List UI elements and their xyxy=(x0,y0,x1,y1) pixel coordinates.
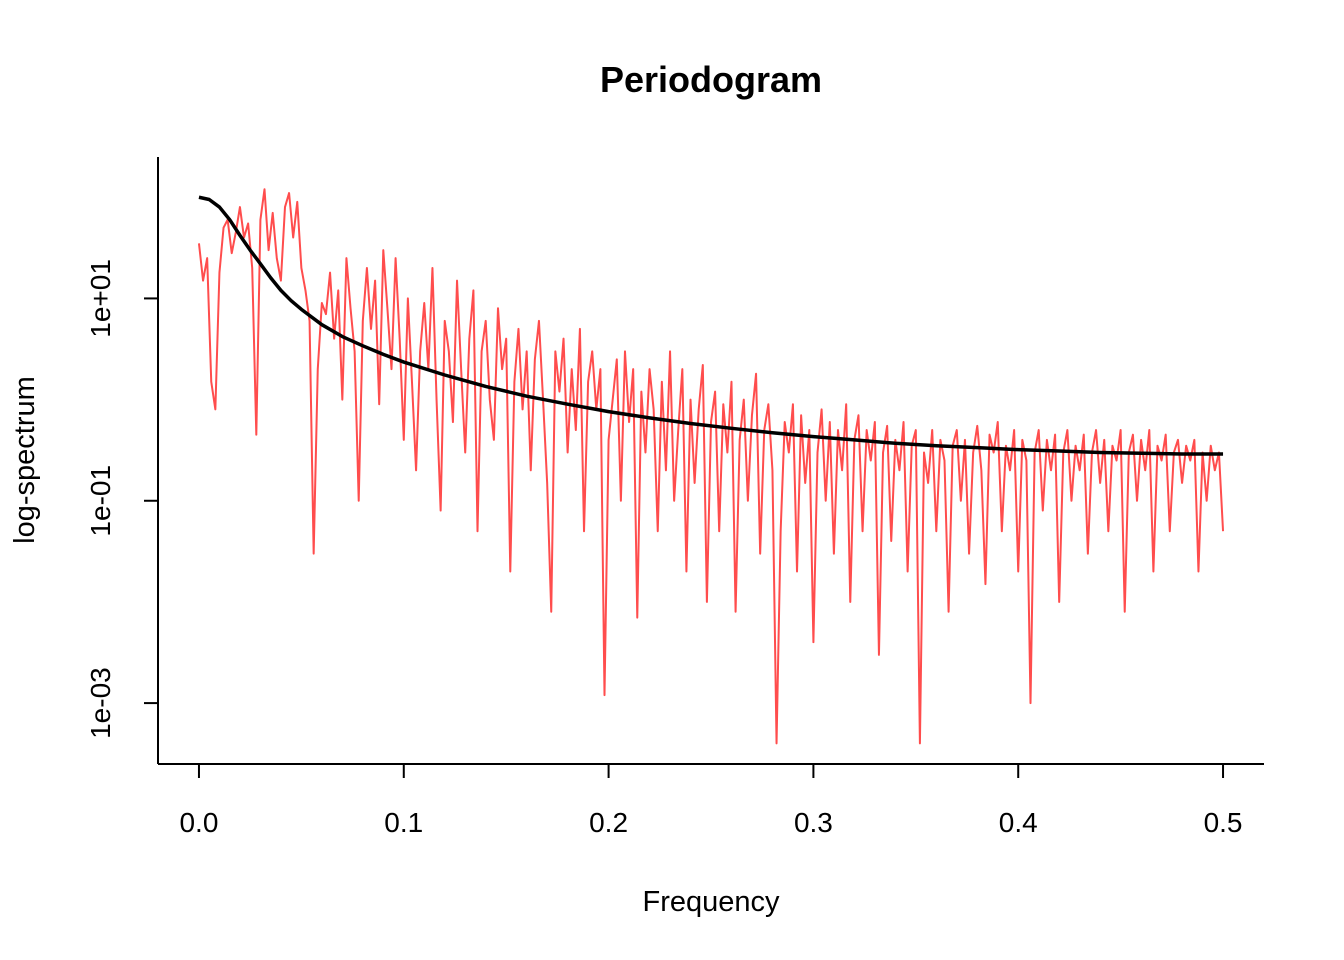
x-tick-label: 0.4 xyxy=(999,807,1038,838)
x-tick-label: 0.3 xyxy=(794,807,833,838)
smoothed-spectrum-line xyxy=(198,195,1224,456)
y-tick-label: 1e-01 xyxy=(85,465,116,537)
x-tick-label: 0.0 xyxy=(179,807,218,838)
y-axis-label: log-spectrum xyxy=(9,376,41,544)
x-tick-label: 0.5 xyxy=(1204,807,1243,838)
y-tick-label: 1e-03 xyxy=(85,667,116,739)
y-axis-ticks: 1e-03 1e-01 1e+01 xyxy=(85,259,158,739)
raw-periodogram-line xyxy=(197,188,1225,745)
y-tick-label: 1e+01 xyxy=(85,259,116,338)
x-tick-label: 0.1 xyxy=(384,807,423,838)
series-layer xyxy=(197,188,1225,745)
chart-title: Periodogram xyxy=(600,59,822,100)
x-axis-label: Frequency xyxy=(642,886,780,918)
x-tick-label: 0.2 xyxy=(589,807,628,838)
x-axis-ticks: 0.0 0.1 0.2 0.3 0.4 0.5 xyxy=(179,764,1243,838)
